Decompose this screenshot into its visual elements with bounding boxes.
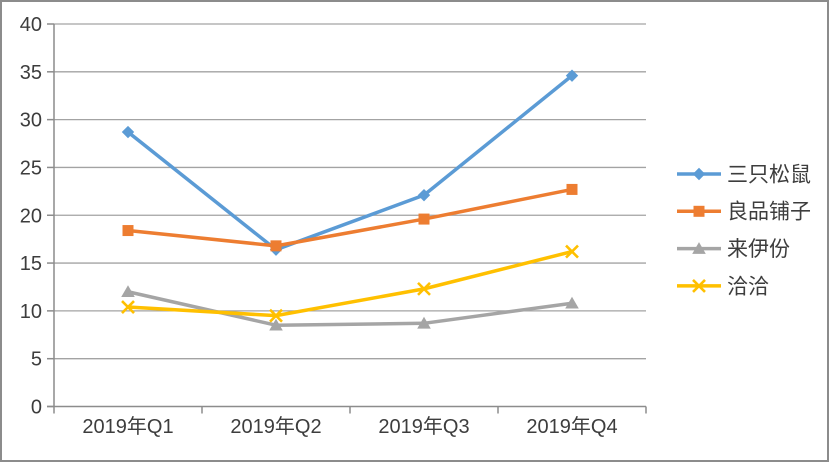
y-tick-label: 20 [20, 205, 42, 227]
series-line [127, 187, 573, 248]
y-tick-label: 25 [20, 157, 42, 179]
y-tick-label: 0 [31, 397, 42, 419]
x-tick-label: 2019年Q4 [526, 415, 617, 438]
y-tick-label: 10 [20, 301, 42, 323]
data-point-marker [692, 167, 706, 181]
data-point-marker [692, 278, 706, 293]
series-line [127, 290, 573, 327]
x-tick-label: 2019年Q1 [82, 415, 173, 438]
y-tick-label: 40 [20, 14, 42, 36]
x-tick-label: 2019年Q2 [230, 415, 321, 438]
legend-label: 洽洽 [727, 275, 769, 298]
data-point-marker [692, 242, 706, 254]
legend-item: 良品铺子 [677, 201, 811, 224]
legend-item: 洽洽 [677, 275, 769, 298]
data-point-marker [565, 69, 579, 82]
series-line [126, 74, 574, 252]
y-tick-label: 5 [31, 349, 42, 371]
data-point-marker [566, 183, 578, 195]
data-point-marker [417, 281, 431, 296]
data-point-marker [270, 240, 282, 252]
data-point-marker [417, 316, 431, 329]
series-3 [121, 244, 579, 323]
series-line [127, 249, 573, 318]
data-point-marker [417, 188, 431, 202]
data-point-marker [693, 205, 705, 217]
x-tick-label: 2019年Q3 [378, 415, 469, 438]
series-0 [121, 69, 579, 256]
data-point-marker [418, 213, 430, 225]
data-point-marker [269, 308, 283, 323]
y-tick-label: 30 [20, 110, 42, 132]
data-point-marker [565, 244, 579, 259]
data-point-marker [121, 300, 135, 314]
data-point-marker [121, 125, 135, 139]
legend-label: 三只松鼠 [727, 163, 811, 186]
data-point-marker [565, 296, 579, 309]
y-tick-label: 15 [20, 253, 42, 275]
legend-item: 来伊份 [677, 238, 790, 261]
legend-label: 良品铺子 [727, 201, 811, 224]
series-1 [122, 183, 578, 252]
data-point-marker [269, 318, 283, 331]
legend-label: 来伊份 [727, 238, 790, 261]
legend-item: 三只松鼠 [677, 163, 811, 186]
y-tick-label: 35 [20, 62, 42, 84]
data-point-marker [121, 285, 135, 298]
series-2 [121, 285, 579, 331]
data-point-marker [122, 225, 134, 237]
